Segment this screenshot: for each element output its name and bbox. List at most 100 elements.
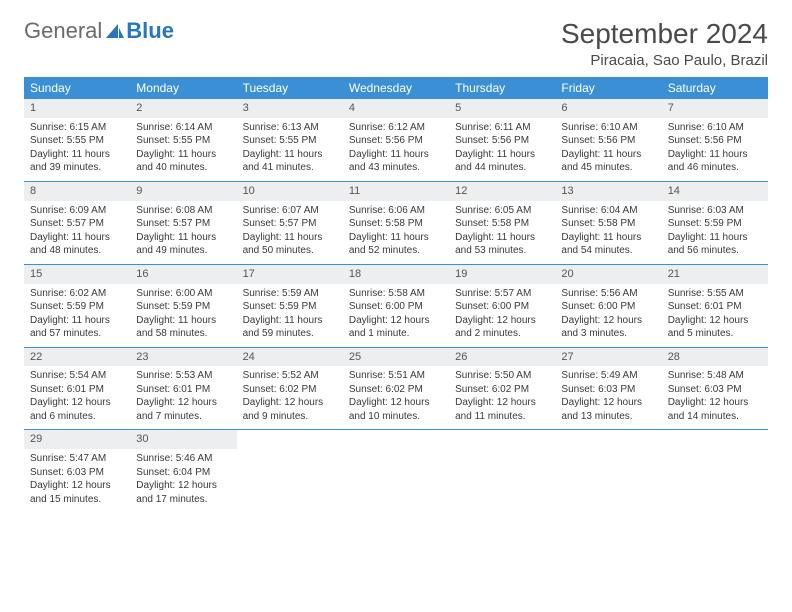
day-body: Sunrise: 5:59 AMSunset: 5:59 PMDaylight:… [237,284,343,347]
day-body: Sunrise: 6:02 AMSunset: 5:59 PMDaylight:… [24,284,130,347]
day-body: Sunrise: 6:14 AMSunset: 5:55 PMDaylight:… [130,118,236,181]
day-number: 10 [237,182,343,201]
sunrise-text: Sunrise: 5:47 AM [30,452,124,466]
day-number: 17 [237,265,343,284]
calendar-day-cell: 2Sunrise: 6:14 AMSunset: 5:55 PMDaylight… [130,99,236,181]
day-number: 28 [662,348,768,367]
daylight-text: Daylight: 11 hours and 53 minutes. [455,231,549,258]
sunrise-text: Sunrise: 6:09 AM [30,204,124,218]
daylight-text: Daylight: 11 hours and 44 minutes. [455,148,549,175]
sunset-text: Sunset: 6:02 PM [349,383,443,397]
logo: General Blue [24,18,174,44]
calendar-day-cell: 25Sunrise: 5:51 AMSunset: 6:02 PMDayligh… [343,347,449,430]
sunrise-text: Sunrise: 5:49 AM [561,369,655,383]
day-number: 24 [237,348,343,367]
daylight-text: Daylight: 11 hours and 58 minutes. [136,314,230,341]
sunset-text: Sunset: 6:02 PM [243,383,337,397]
day-number: 11 [343,182,449,201]
day-body: Sunrise: 5:49 AMSunset: 6:03 PMDaylight:… [555,366,661,429]
day-body: Sunrise: 6:04 AMSunset: 5:58 PMDaylight:… [555,201,661,264]
sunset-text: Sunset: 6:01 PM [30,383,124,397]
sunrise-text: Sunrise: 6:03 AM [668,204,762,218]
weekday-header: Friday [555,77,661,99]
daylight-text: Daylight: 11 hours and 40 minutes. [136,148,230,175]
daylight-text: Daylight: 11 hours and 52 minutes. [349,231,443,258]
daylight-text: Daylight: 11 hours and 46 minutes. [668,148,762,175]
calendar-day-cell: 30Sunrise: 5:46 AMSunset: 6:04 PMDayligh… [130,430,236,512]
sunset-text: Sunset: 6:03 PM [561,383,655,397]
calendar-day-cell [555,430,661,512]
daylight-text: Daylight: 11 hours and 57 minutes. [30,314,124,341]
calendar-week-row: 29Sunrise: 5:47 AMSunset: 6:03 PMDayligh… [24,430,768,512]
calendar-day-cell: 23Sunrise: 5:53 AMSunset: 6:01 PMDayligh… [130,347,236,430]
day-number: 15 [24,265,130,284]
calendar-day-cell: 19Sunrise: 5:57 AMSunset: 6:00 PMDayligh… [449,264,555,347]
logo-text-2: Blue [126,18,174,44]
sunset-text: Sunset: 6:00 PM [349,300,443,314]
calendar-week-row: 22Sunrise: 5:54 AMSunset: 6:01 PMDayligh… [24,347,768,430]
daylight-text: Daylight: 12 hours and 14 minutes. [668,396,762,423]
daylight-text: Daylight: 12 hours and 5 minutes. [668,314,762,341]
weekday-header: Saturday [662,77,768,99]
calendar-table: Sunday Monday Tuesday Wednesday Thursday… [24,77,768,512]
daylight-text: Daylight: 12 hours and 7 minutes. [136,396,230,423]
sunrise-text: Sunrise: 5:53 AM [136,369,230,383]
day-number: 13 [555,182,661,201]
sunset-text: Sunset: 6:03 PM [668,383,762,397]
sunrise-text: Sunrise: 6:13 AM [243,121,337,135]
daylight-text: Daylight: 11 hours and 49 minutes. [136,231,230,258]
day-body: Sunrise: 5:47 AMSunset: 6:03 PMDaylight:… [24,449,130,512]
daylight-text: Daylight: 11 hours and 39 minutes. [30,148,124,175]
calendar-day-cell: 10Sunrise: 6:07 AMSunset: 5:57 PMDayligh… [237,181,343,264]
day-number: 27 [555,348,661,367]
day-number: 14 [662,182,768,201]
day-body: Sunrise: 5:46 AMSunset: 6:04 PMDaylight:… [130,449,236,512]
weekday-header: Tuesday [237,77,343,99]
logo-sail-icon [106,24,124,40]
weekday-header: Monday [130,77,236,99]
calendar-day-cell: 18Sunrise: 5:58 AMSunset: 6:00 PMDayligh… [343,264,449,347]
sunrise-text: Sunrise: 5:52 AM [243,369,337,383]
day-number: 18 [343,265,449,284]
sunrise-text: Sunrise: 6:12 AM [349,121,443,135]
weekday-header: Wednesday [343,77,449,99]
sunrise-text: Sunrise: 5:48 AM [668,369,762,383]
day-body: Sunrise: 5:50 AMSunset: 6:02 PMDaylight:… [449,366,555,429]
sunrise-text: Sunrise: 5:50 AM [455,369,549,383]
day-body: Sunrise: 6:10 AMSunset: 5:56 PMDaylight:… [662,118,768,181]
sunset-text: Sunset: 5:59 PM [668,217,762,231]
day-number: 26 [449,348,555,367]
weekday-header: Thursday [449,77,555,99]
day-number: 7 [662,99,768,118]
day-body: Sunrise: 5:58 AMSunset: 6:00 PMDaylight:… [343,284,449,347]
sunrise-text: Sunrise: 6:10 AM [668,121,762,135]
day-body: Sunrise: 5:48 AMSunset: 6:03 PMDaylight:… [662,366,768,429]
calendar-day-cell: 1Sunrise: 6:15 AMSunset: 5:55 PMDaylight… [24,99,130,181]
day-number: 25 [343,348,449,367]
sunset-text: Sunset: 6:02 PM [455,383,549,397]
calendar-week-row: 15Sunrise: 6:02 AMSunset: 5:59 PMDayligh… [24,264,768,347]
calendar-day-cell: 16Sunrise: 6:00 AMSunset: 5:59 PMDayligh… [130,264,236,347]
sunset-text: Sunset: 5:59 PM [136,300,230,314]
sunrise-text: Sunrise: 5:57 AM [455,287,549,301]
day-body: Sunrise: 6:05 AMSunset: 5:58 PMDaylight:… [449,201,555,264]
sunset-text: Sunset: 5:55 PM [136,134,230,148]
day-number: 6 [555,99,661,118]
calendar-day-cell: 6Sunrise: 6:10 AMSunset: 5:56 PMDaylight… [555,99,661,181]
sunset-text: Sunset: 6:01 PM [668,300,762,314]
day-number: 2 [130,99,236,118]
daylight-text: Daylight: 11 hours and 45 minutes. [561,148,655,175]
sunrise-text: Sunrise: 5:55 AM [668,287,762,301]
logo-text-1: General [24,18,102,44]
sunset-text: Sunset: 5:57 PM [30,217,124,231]
calendar-day-cell: 13Sunrise: 6:04 AMSunset: 5:58 PMDayligh… [555,181,661,264]
title-block: September 2024 Piracaia, Sao Paulo, Braz… [561,18,768,69]
calendar-week-row: 8Sunrise: 6:09 AMSunset: 5:57 PMDaylight… [24,181,768,264]
daylight-text: Daylight: 11 hours and 54 minutes. [561,231,655,258]
daylight-text: Daylight: 12 hours and 10 minutes. [349,396,443,423]
calendar-day-cell: 8Sunrise: 6:09 AMSunset: 5:57 PMDaylight… [24,181,130,264]
sunrise-text: Sunrise: 5:59 AM [243,287,337,301]
sunrise-text: Sunrise: 6:04 AM [561,204,655,218]
sunset-text: Sunset: 5:57 PM [136,217,230,231]
location: Piracaia, Sao Paulo, Brazil [561,52,768,69]
